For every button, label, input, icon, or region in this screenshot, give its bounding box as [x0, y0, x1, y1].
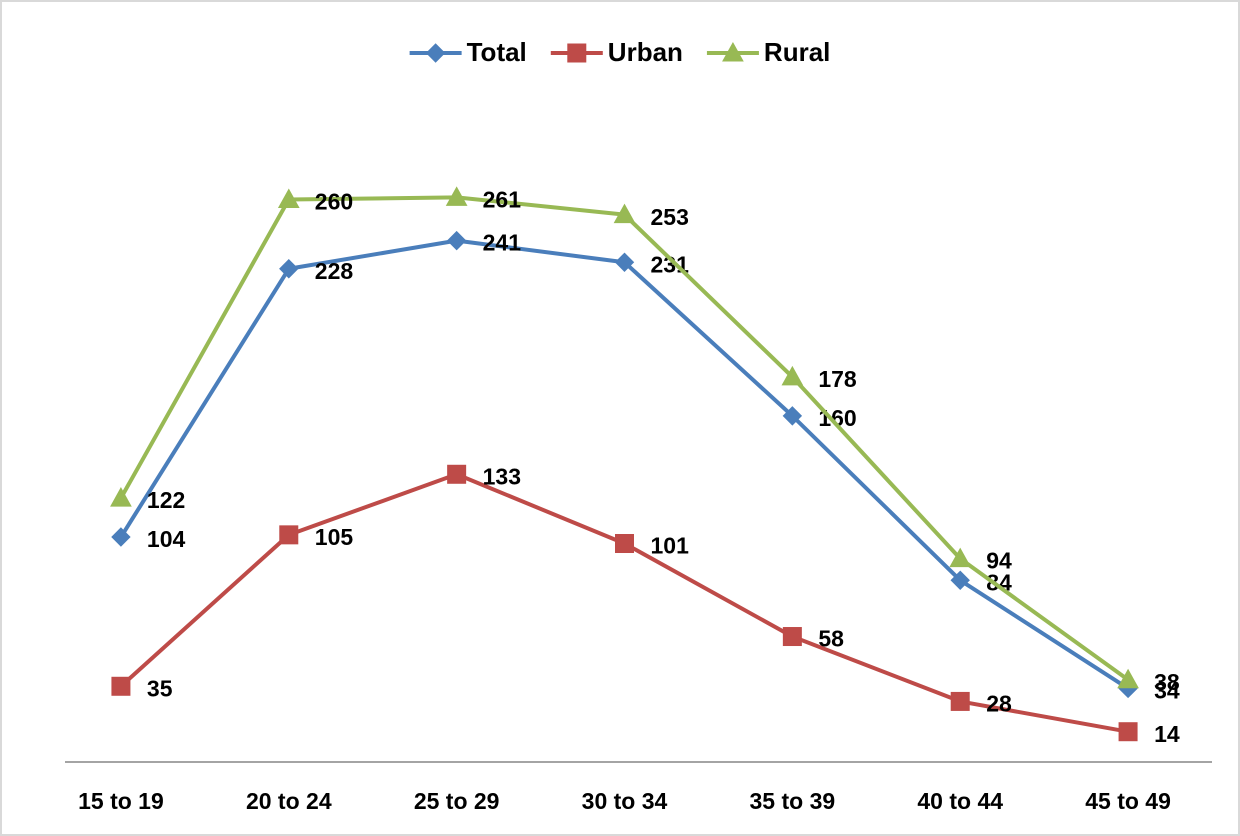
marker — [1118, 722, 1138, 742]
legend-label: Rural — [764, 37, 830, 67]
marker — [782, 406, 803, 426]
data-label: 58 — [818, 626, 844, 652]
marker — [111, 676, 131, 696]
marker — [279, 525, 299, 545]
legend-label: Urban — [608, 37, 683, 67]
marker — [277, 188, 300, 209]
data-label: 260 — [315, 189, 353, 215]
marker — [567, 43, 587, 63]
marker — [425, 43, 446, 63]
data-label: 14 — [1154, 721, 1180, 747]
data-label: 122 — [147, 487, 185, 513]
marker — [950, 570, 970, 590]
data-label: 241 — [483, 230, 522, 256]
x-tick-label: 30 to 34 — [582, 788, 668, 814]
data-label: 35 — [147, 675, 173, 701]
marker — [950, 691, 970, 711]
marker — [279, 259, 299, 279]
legend-label: Total — [467, 37, 527, 67]
data-label: 94 — [986, 548, 1012, 574]
data-label: 38 — [1154, 669, 1180, 695]
data-label: 228 — [315, 258, 354, 284]
x-tick-label: 25 to 29 — [414, 788, 500, 814]
marker — [110, 487, 132, 507]
marker — [615, 534, 634, 554]
legend: Total Urban Rural — [409, 37, 830, 67]
data-label: 105 — [315, 524, 354, 550]
data-label: 261 — [483, 186, 522, 212]
x-tick-label: 35 to 39 — [750, 788, 836, 814]
x-tick-label: 15 to 19 — [78, 788, 164, 814]
x-tick-label: 40 to 44 — [917, 788, 1003, 814]
data-label: 28 — [986, 691, 1012, 717]
marker — [447, 464, 467, 484]
x-tick-label: 45 to 49 — [1085, 788, 1171, 814]
marker — [949, 547, 972, 568]
data-label: 253 — [651, 204, 689, 230]
marker — [1117, 668, 1139, 689]
marker — [613, 203, 636, 224]
data-label: 101 — [651, 533, 690, 559]
marker — [782, 627, 802, 647]
marker — [614, 252, 635, 272]
x-tick-label: 20 to 24 — [246, 788, 332, 814]
marker — [781, 365, 804, 386]
data-label: 104 — [147, 526, 186, 552]
marker — [722, 41, 744, 62]
data-label: 178 — [818, 366, 857, 392]
data-label: 133 — [483, 463, 521, 489]
marker — [445, 186, 468, 206]
marker — [111, 527, 131, 547]
marker — [446, 230, 467, 251]
data-label: 34 — [1154, 678, 1180, 704]
